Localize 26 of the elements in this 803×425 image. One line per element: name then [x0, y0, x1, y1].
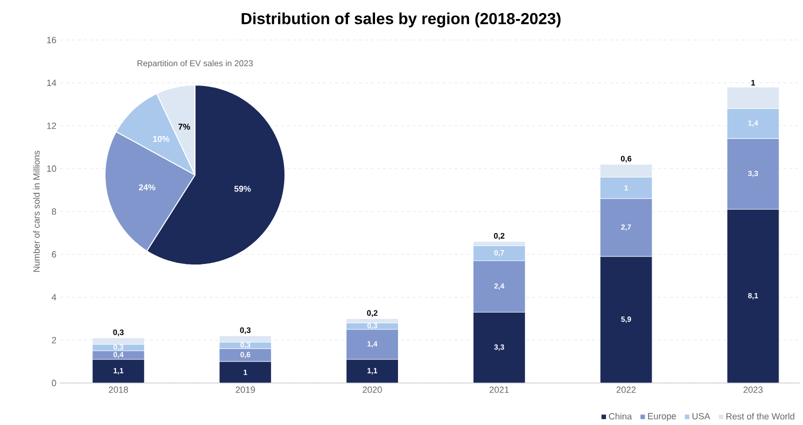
legend-label: Rest of the World — [726, 412, 794, 420]
chart-title: Distribution of sales by region (2018-2023) — [242, 12, 561, 28]
y-tick-label: 4 — [52, 294, 56, 300]
y-tick-label: 0 — [52, 380, 56, 386]
x-tick-label: 2019 — [236, 386, 255, 393]
data-label: 24% — [138, 184, 156, 190]
data-label: 10% — [153, 136, 170, 142]
data-label: 7% — [178, 124, 190, 130]
x-tick-label: 2020 — [362, 386, 382, 393]
chart-title: Repartition of EV sales in 2023 — [138, 60, 253, 68]
y-axis-title: Number of cars sold in Millions — [33, 150, 40, 272]
legend-label: USA — [692, 413, 710, 420]
y-tick-label: 6 — [52, 251, 56, 258]
x-tick-label: 2022 — [616, 386, 636, 393]
x-tick-label: 2023 — [744, 386, 763, 393]
legend-label: Europe — [648, 413, 676, 422]
x-tick-label: 2021 — [490, 386, 509, 393]
legend-label: China — [608, 412, 632, 420]
y-tick-label: 16 — [47, 36, 56, 44]
y-tick-label: 2 — [52, 337, 56, 344]
y-tick-label: 12 — [47, 122, 56, 129]
y-tick-label: 8 — [52, 208, 56, 215]
data-label: 59% — [234, 186, 251, 192]
x-tick-label: 2018 — [108, 386, 128, 393]
y-tick-label: 10 — [47, 166, 56, 172]
y-tick-label: 14 — [47, 80, 56, 86]
